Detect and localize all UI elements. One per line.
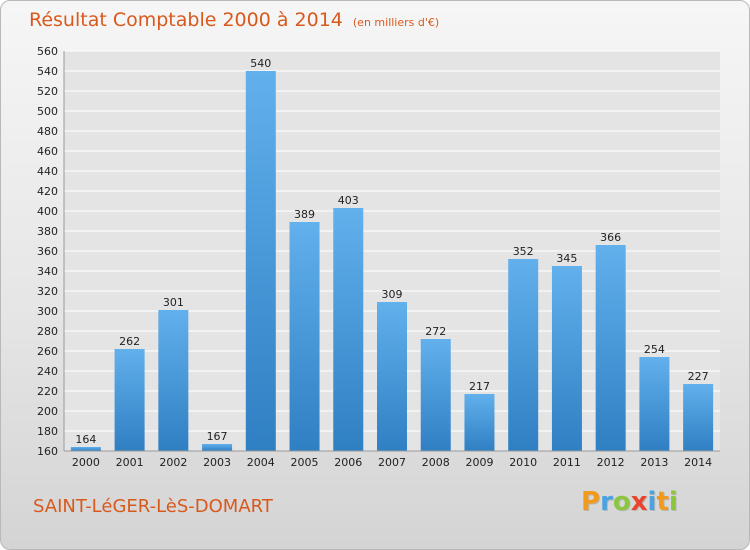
bar xyxy=(377,302,407,451)
y-tick-label: 400 xyxy=(37,205,58,218)
y-tick-label: 460 xyxy=(37,145,58,158)
y-tick-label: 440 xyxy=(37,165,58,178)
logo-letter: x xyxy=(630,487,648,517)
bar xyxy=(683,384,714,451)
plot-area: 160 180 200 220 240 260 280 300 320 340 360 380 400 4… xyxy=(37,45,720,469)
data-label: 540 xyxy=(250,57,271,70)
y-tick-label: 560 xyxy=(37,45,58,58)
x-tick-label: 2000 xyxy=(72,456,100,469)
bar xyxy=(551,266,582,451)
x-tick-label: 2003 xyxy=(203,456,231,469)
x-tick-label: 2007 xyxy=(378,456,406,469)
chart-subtitle: (en milliers d'€) xyxy=(352,16,440,29)
data-label: 167 xyxy=(207,430,228,443)
logo-letter: i xyxy=(668,487,678,517)
data-label: 403 xyxy=(338,194,359,207)
x-tick-label: 2010 xyxy=(509,456,537,469)
x-tick-label: 2008 xyxy=(422,456,450,469)
data-label: 254 xyxy=(644,343,665,356)
bar xyxy=(202,444,233,451)
bar xyxy=(289,222,320,451)
chart-title: Résultat Comptable 2000 à 2014 (en millie… xyxy=(29,9,439,31)
y-tick-label: 340 xyxy=(37,265,58,278)
data-label: 345 xyxy=(556,252,577,265)
x-tick-label: 2011 xyxy=(553,456,581,469)
y-tick-label: 380 xyxy=(37,225,58,238)
commune-name: SAINT-LéGER-LèS-DOMART xyxy=(33,496,273,517)
data-label: 301 xyxy=(163,296,184,309)
logo-letter: o xyxy=(612,487,631,517)
y-tick-label: 300 xyxy=(37,305,58,318)
logo-letter: P xyxy=(581,487,601,517)
y-tick-label: 540 xyxy=(37,65,58,78)
bar xyxy=(595,245,626,451)
y-tick-label: 260 xyxy=(37,345,58,358)
y-tick-label: 360 xyxy=(37,245,58,258)
bar xyxy=(420,339,451,451)
data-label: 164 xyxy=(75,433,96,446)
y-tick-label: 200 xyxy=(37,405,58,418)
logo-letter: t xyxy=(656,487,669,517)
data-label: 309 xyxy=(382,288,403,301)
bar xyxy=(70,447,101,451)
y-tick-label: 480 xyxy=(37,125,58,138)
y-tick-label: 180 xyxy=(37,425,58,438)
x-tick-label: 2005 xyxy=(291,456,319,469)
x-tick-label: 2001 xyxy=(116,456,144,469)
y-tick-label: 240 xyxy=(37,365,58,378)
y-tick-label: 520 xyxy=(37,85,58,98)
y-tick-label: 280 xyxy=(37,325,58,338)
x-tick-label: 2006 xyxy=(334,456,362,469)
bar xyxy=(114,349,145,451)
bar xyxy=(639,357,670,451)
data-label: 389 xyxy=(294,208,315,221)
bar xyxy=(333,208,364,451)
x-tick-label: 2014 xyxy=(684,456,712,469)
data-label: 352 xyxy=(513,245,534,258)
bar xyxy=(245,71,276,451)
bar xyxy=(158,310,189,451)
x-tick-label: 2009 xyxy=(465,456,493,469)
bar xyxy=(508,259,539,451)
y-tick-label: 320 xyxy=(37,285,58,298)
logo-letter: i xyxy=(647,487,657,517)
x-tick-label: 2004 xyxy=(247,456,275,469)
y-tick-label: 220 xyxy=(37,385,58,398)
x-tick-label: 2013 xyxy=(640,456,668,469)
proxiti-logo[interactable]: Proxiti xyxy=(581,487,678,517)
chart-title-text: Résultat Comptable 2000 à 2014 xyxy=(29,9,343,31)
data-label: 366 xyxy=(600,231,621,244)
bar xyxy=(464,394,495,451)
data-label: 227 xyxy=(688,370,709,383)
y-tick-label: 500 xyxy=(37,105,58,118)
data-label: 217 xyxy=(469,380,490,393)
data-label: 262 xyxy=(119,335,140,348)
x-tick-label: 2012 xyxy=(597,456,625,469)
y-tick-label: 160 xyxy=(37,445,58,458)
x-tick-label: 2002 xyxy=(159,456,187,469)
logo-letter: r xyxy=(600,487,613,517)
data-label: 272 xyxy=(425,325,446,338)
y-tick-label: 420 xyxy=(37,185,58,198)
